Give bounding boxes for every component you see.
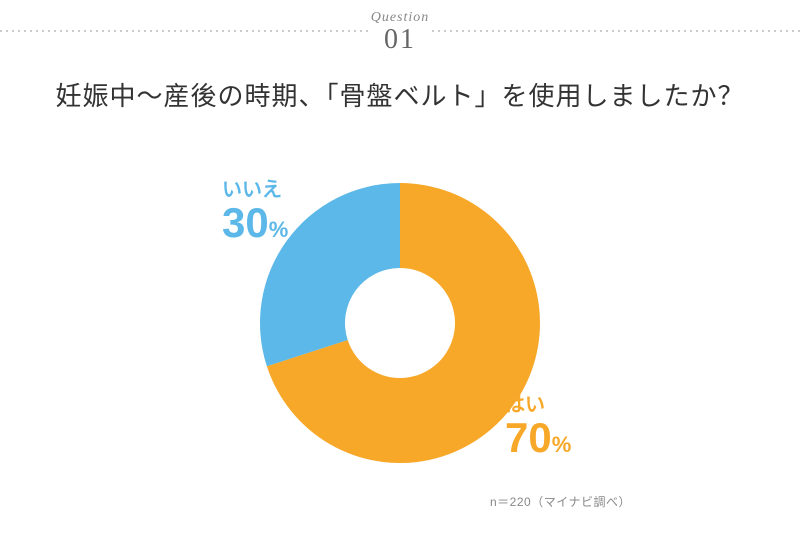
divider-dots-left [0, 30, 365, 32]
footnote: n＝220（マイナビ調べ） [490, 493, 631, 510]
divider-dots-right [435, 30, 800, 32]
slice-yes-text: はい [505, 388, 571, 417]
question-number: 01 [0, 24, 800, 56]
slice-yes-unit: % [552, 432, 572, 457]
page-title: 妊娠中〜産後の時期、「骨盤ベルト」を使用しましたか？ [0, 76, 800, 113]
slice-yes-value: 70 [505, 414, 552, 461]
slice-no-value: 30 [222, 199, 269, 246]
header: Question 01 [0, 0, 800, 56]
slice-label-no: いいえ 30% [222, 173, 288, 244]
slice-no-unit: % [269, 217, 289, 242]
slice-label-yes: はい 70% [505, 388, 571, 459]
slice-no-text: いいえ [222, 173, 288, 202]
chart-area: いいえ 30% はい 70% n＝220（マイナビ調べ） [0, 143, 800, 503]
